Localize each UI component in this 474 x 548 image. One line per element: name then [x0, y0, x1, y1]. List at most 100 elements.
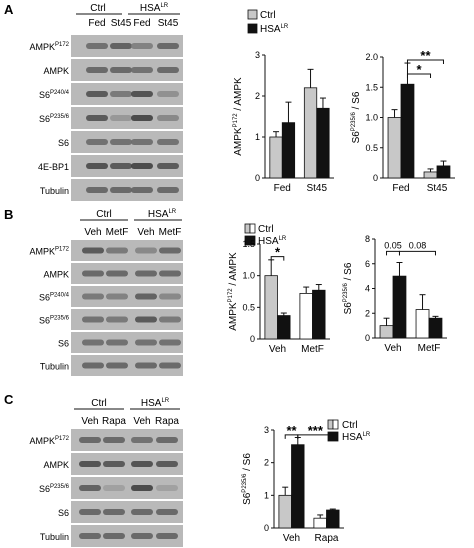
blot-band: [156, 485, 178, 491]
subgroup-label-c-2: Rapa: [102, 416, 126, 427]
blot-band: [82, 362, 104, 369]
blot-band: [156, 437, 178, 443]
legend-label-ctrl-b: Ctrl: [258, 224, 274, 235]
x-tick-label: St45: [306, 183, 327, 194]
bar-metf-ctrl: [415, 309, 430, 339]
y-axis-label: S6P235/6 / S6: [343, 262, 354, 314]
y-tick-label: 1: [255, 132, 260, 142]
blot-band: [157, 115, 179, 121]
blot-band: [135, 247, 157, 254]
x-tick-label: Veh: [283, 533, 300, 544]
y-tick-label: 2.0: [365, 52, 378, 62]
blot-band: [86, 187, 108, 193]
subgroup-label-b-4: MetF: [159, 227, 182, 238]
y-tick-label: 3: [264, 425, 269, 435]
blot-band: [86, 163, 108, 169]
western-blots: AMPKP172 AMPK S6P240/4 S6P235/6 S6 4E-BP1 Tubu…: [29, 35, 183, 547]
group-label-hsa-c: HSALR: [141, 398, 170, 409]
chart-a2: 0 0.5 1.0 1.5 2.0 S6P235/6 / S6 Fed St45 ***: [351, 48, 455, 194]
blot-band: [159, 316, 181, 323]
blot-band: [135, 362, 157, 369]
group-label-hsa-a: HSALR: [140, 3, 169, 14]
blot-band: [110, 187, 132, 193]
y-tick-label: 6: [365, 259, 370, 269]
y-axis-label: S6P235/6 / S6: [242, 453, 253, 505]
y-tick-label: 1.5: [242, 239, 255, 249]
group-label-ctrl-b: Ctrl: [96, 209, 112, 220]
blot-strip-3-3: [71, 477, 183, 499]
blot-band: [131, 91, 153, 97]
legend-swatch-ctrl-c-grey: [327, 419, 334, 430]
blot-label: AMPK: [43, 66, 69, 76]
blot-band: [103, 437, 125, 443]
blot-label: AMPK: [43, 460, 69, 470]
blot-band: [82, 316, 104, 323]
bar-metf-hsa: [428, 317, 443, 339]
chart-b2: 0 2 4 6 8 S6P235/6 / S6 Veh MetF 0.05 0.08: [343, 234, 447, 354]
significance-label: *: [275, 245, 281, 260]
blot-band: [157, 43, 179, 49]
y-tick-label: 0: [365, 333, 370, 343]
blot-label: S6P235/6: [39, 114, 70, 124]
x-tick-label: Veh: [269, 344, 286, 355]
significance-bracket: [398, 250, 436, 256]
chart-a1: 0 1 2 3 AMPKP172 / AMPK Fed St45: [233, 50, 334, 194]
blot-band: [131, 485, 153, 491]
y-tick-label: 0: [264, 523, 269, 533]
blot-band: [156, 509, 178, 515]
blot-label: S6: [58, 508, 69, 518]
subgroup-label-b-3: Veh: [137, 227, 154, 238]
panel-letter-c: C: [4, 392, 14, 407]
x-tick-label: St45: [427, 183, 448, 194]
legend-swatch-hsa-a: [247, 23, 258, 34]
blot-band: [79, 437, 101, 443]
bar-st45-ctrl: [423, 171, 438, 179]
subgroup-label-c-1: Veh: [81, 416, 98, 427]
legend-label-hsa-c: HSALR: [342, 432, 371, 443]
subgroup-label-a-1: Fed: [88, 18, 105, 29]
blot-band: [86, 91, 108, 97]
blot-band: [135, 316, 157, 323]
blot-label: AMPKP172: [29, 247, 69, 257]
subgroup-label-a-2: St45: [111, 18, 132, 29]
bar-rapa-ctrl: [313, 517, 327, 529]
bar-veh-hsa: [277, 315, 291, 340]
significance-bracket: [406, 73, 432, 78]
legend-swatch-hsa-b: [244, 235, 256, 246]
bar-rapa-hsa: [326, 509, 340, 529]
y-tick-label: 0: [373, 173, 378, 183]
legend-c: Ctrl HSALR: [327, 419, 371, 443]
blot-strip-3-5: [71, 525, 183, 547]
blot-band: [103, 461, 125, 467]
y-tick-label: 0.5: [365, 143, 378, 153]
blot-label: S6P235/6: [39, 316, 70, 326]
blot-band: [79, 461, 101, 467]
blot-band: [135, 339, 157, 346]
blot-band: [110, 67, 132, 73]
blot-band: [157, 187, 179, 193]
blot-band: [106, 270, 128, 277]
blot-band: [106, 339, 128, 346]
y-axis-label: AMPKP172 / AMPK: [228, 252, 239, 331]
bar-veh-ctrl: [379, 325, 394, 339]
blot-label: 4E-BP1: [38, 162, 69, 172]
legend-swatch-ctrl-b-grey: [244, 223, 251, 234]
blot-label: S6P235/6: [39, 484, 70, 494]
blot-band: [110, 163, 132, 169]
y-tick-label: 0: [255, 173, 260, 183]
blot-strip-3-4: [71, 501, 183, 523]
blot-label: S6: [58, 339, 69, 349]
blot-band: [106, 293, 128, 300]
blot-label: Tubulin: [40, 532, 69, 542]
blot-strip-3-2: [71, 453, 183, 475]
bar-fed-ctrl: [387, 117, 402, 179]
significance-label: 0.08: [409, 240, 427, 250]
blot-band: [131, 509, 153, 515]
blot-label: S6P240/4: [39, 90, 70, 100]
bar-fed-hsa: [281, 122, 296, 179]
bar-st45-hsa: [436, 165, 451, 179]
y-tick-label: 1.0: [365, 113, 378, 123]
